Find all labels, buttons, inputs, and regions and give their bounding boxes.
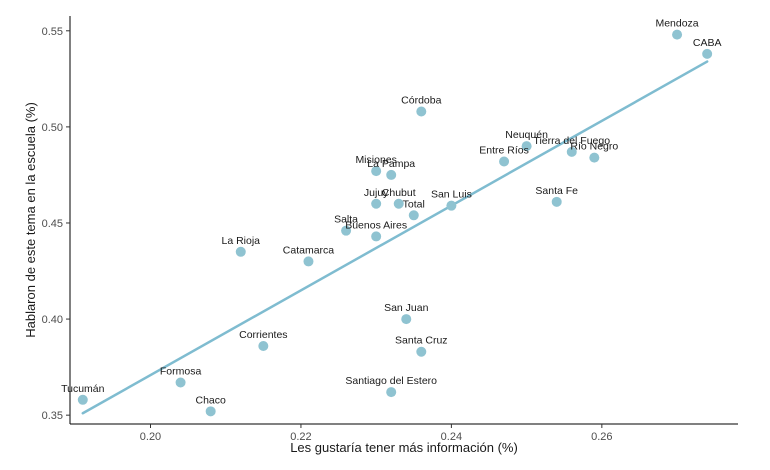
data-point xyxy=(258,340,269,351)
y-tick-label: 0.35 xyxy=(42,410,63,422)
data-point xyxy=(566,146,577,157)
data-point xyxy=(386,387,397,398)
data-point xyxy=(205,406,216,417)
y-tick-label: 0.50 xyxy=(42,122,63,134)
data-point-label: Corrientes xyxy=(239,329,287,341)
data-point xyxy=(551,196,562,207)
data-point-label: Salta xyxy=(334,214,358,226)
data-point-label: Formosa xyxy=(160,365,202,377)
data-point-label: Santa Fe xyxy=(535,185,578,197)
trend-line xyxy=(81,60,709,415)
x-tick-label: 0.24 xyxy=(441,431,462,443)
data-point-label: La Pampa xyxy=(367,158,415,170)
data-point-label: Entre Ríos xyxy=(479,144,529,156)
data-point xyxy=(175,377,186,388)
data-point xyxy=(702,48,713,59)
y-tick-label: 0.40 xyxy=(42,314,63,326)
data-point-label: San Luis xyxy=(431,189,472,201)
data-point-label: Córdoba xyxy=(401,95,441,107)
data-point-label: La Rioja xyxy=(221,235,260,247)
data-point-label: Jujuy xyxy=(364,187,389,199)
points-layer xyxy=(77,29,713,417)
data-point xyxy=(672,29,683,40)
data-point xyxy=(521,141,532,152)
data-point xyxy=(303,256,314,267)
data-point-label: Neuquén xyxy=(505,129,548,141)
data-point xyxy=(401,314,412,325)
x-tick-label: 0.26 xyxy=(591,431,612,443)
data-point-label: Total xyxy=(403,198,425,210)
data-point-label: Chubut xyxy=(382,187,416,199)
data-point xyxy=(393,198,404,209)
x-tick-label: 0.20 xyxy=(140,431,161,443)
data-point-label: CABA xyxy=(693,37,722,49)
data-point-label: Santa Cruz xyxy=(395,335,448,347)
data-point xyxy=(235,246,246,257)
y-axis-title: Hablaron de este tema en la escuela (%) xyxy=(23,102,38,338)
data-point xyxy=(77,394,88,405)
data-point xyxy=(416,106,427,117)
axes-layer: 0.20 0.22 0.24 0.26 0.35 0.40 0.45 0.50 0.55 xyxy=(42,16,738,443)
data-point-label: Tucumán xyxy=(61,383,105,395)
data-point xyxy=(446,200,457,211)
data-point xyxy=(416,346,427,357)
y-tick-label: 0.45 xyxy=(42,218,63,230)
data-point-label: Río Negro xyxy=(570,141,618,153)
data-point xyxy=(499,156,510,167)
data-point-label: Chaco xyxy=(195,394,226,406)
data-point xyxy=(408,210,419,221)
data-point-label: San Juan xyxy=(384,302,429,314)
y-tick-label: 0.55 xyxy=(42,26,63,38)
data-point xyxy=(386,169,397,180)
x-tick-label: 0.22 xyxy=(290,431,311,443)
trend-layer xyxy=(81,60,709,415)
data-point-label: Catamarca xyxy=(283,244,335,256)
data-point xyxy=(589,152,600,163)
data-point xyxy=(371,198,382,209)
data-point-label: Santiago del Estero xyxy=(345,375,437,387)
data-point-label: Buenos Aires xyxy=(345,219,407,231)
data-point-label: Misiones xyxy=(355,154,396,166)
data-point-label: Mendoza xyxy=(655,18,698,30)
data-point xyxy=(371,231,382,242)
x-axis-title: Les gustaría tener más información (%) xyxy=(290,440,518,455)
data-point-label: Tierra del Fuego xyxy=(533,135,610,147)
data-point xyxy=(341,225,352,236)
data-point xyxy=(371,166,382,177)
